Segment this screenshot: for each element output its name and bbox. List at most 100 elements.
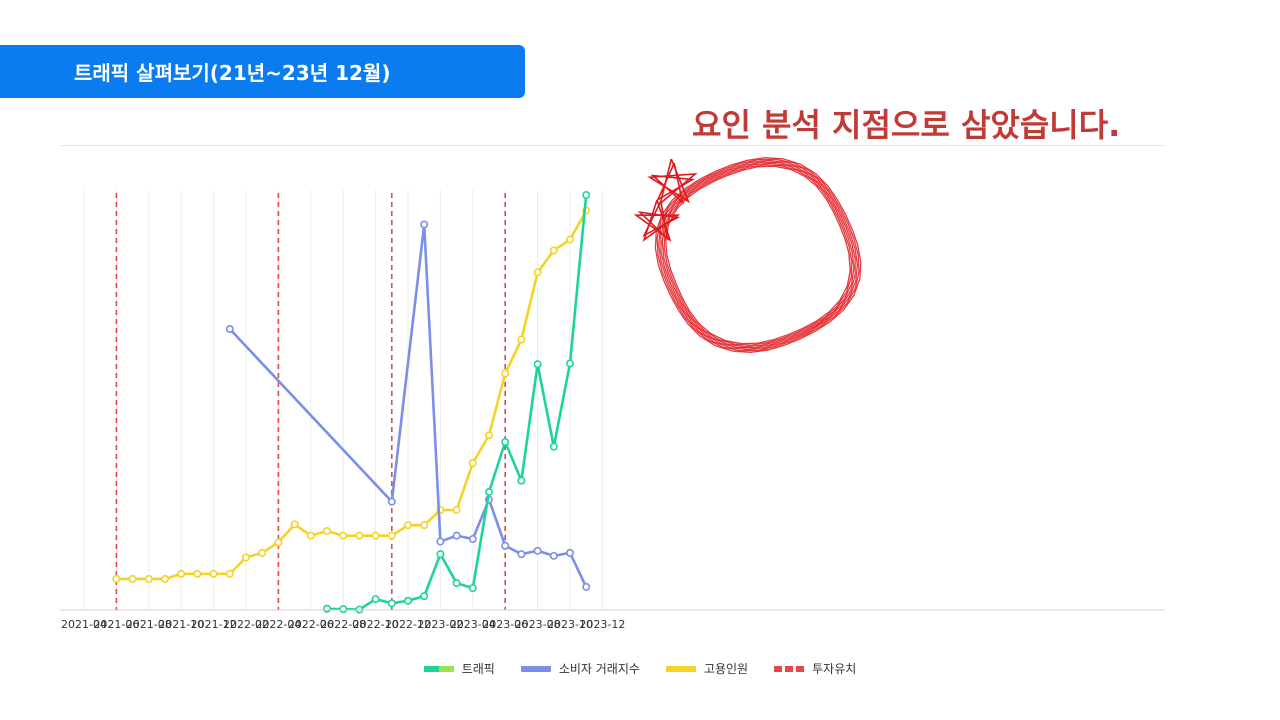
highlight-circle-stroke [660,161,856,349]
data-point [161,574,170,583]
x-tick-label: 2021-12 [191,618,237,631]
data-point [533,546,542,555]
data-point [193,569,202,578]
data-point [420,521,429,530]
data-point [387,599,396,608]
data-point [452,506,461,515]
legend-swatch [665,665,696,672]
series-line [116,209,588,581]
legend-label: 고용인원 [703,662,749,676]
x-tick-label: 2021-10 [158,618,204,631]
x-axis: 2021-042021-062021-082021-102021-122022-… [60,609,1165,631]
data-point [274,538,283,547]
highlight-circle-stroke [656,158,860,352]
x-tick-label: 2022-06 [288,618,334,631]
data-point [144,574,153,583]
page-title: 트래픽 살펴보기(21년~23년 12월) [74,61,391,85]
star-icon [647,158,698,206]
legend-item[interactable]: 고용인원 [665,660,749,677]
data-point [484,487,493,496]
legend-label: 트래픽 [461,662,495,676]
data-point [339,531,348,540]
data-point [355,531,364,540]
legend-label: 소비자 거래지수 [558,662,640,676]
x-tick-label: 2023-04 [450,618,496,631]
data-point [501,437,510,446]
data-point [501,541,510,550]
data-point [468,584,477,593]
x-tick-label: 2023-02 [417,618,463,631]
x-tick-label: 2022-10 [353,618,399,631]
highlight-circle-stroke [654,157,862,354]
top-divider [60,145,1165,146]
star-icon [637,200,681,241]
chart-legend: 트래픽 소비자 거래지수 고용인원 투자유치 [0,660,1280,677]
data-point [549,246,558,255]
data-point [177,569,186,578]
data-point [128,574,137,583]
data-point [403,596,412,605]
x-tick-label: 2022-04 [255,618,301,631]
data-point [452,579,461,588]
legend-swatch [774,665,805,672]
title-banner: 트래픽 살펴보기(21년~23년 12월) [0,45,525,98]
data-point [484,431,493,440]
legend-swatch [423,665,454,672]
data-point [403,521,412,530]
data-point [549,551,558,560]
annotation-text: 요인 분석 지점으로 삼았습니다. [692,106,1121,144]
legend-item[interactable]: 투자유치 [774,660,856,677]
x-tick-label: 2023-12 [579,618,625,631]
x-tick-label: 2022-02 [223,618,269,631]
data-point [290,520,299,529]
data-point [387,497,396,506]
data-point [225,325,234,334]
legend-item[interactable]: 소비자 거래지수 [520,660,640,677]
data-point [387,531,396,540]
data-point [468,535,477,544]
data-point [420,592,429,601]
data-point [322,604,331,613]
x-tick-label: 2021-04 [61,618,107,631]
data-point [533,360,542,369]
data-point [420,220,429,229]
data-point [452,531,461,540]
x-tick-label: 2023-06 [482,618,528,631]
data-point [517,476,526,485]
legend-label: 투자유치 [812,662,857,676]
grid-lines [83,190,603,610]
data-point [549,442,558,451]
data-point [533,268,542,277]
star-icon [650,162,696,205]
event-lines [115,193,507,610]
data-point [306,531,315,540]
series-0 [322,191,591,614]
data-point [242,553,251,562]
series-1 [225,220,591,591]
data-point [436,537,445,546]
data-point [582,582,591,591]
data-point [112,574,121,583]
data-point [565,359,574,368]
legend-item[interactable]: 트래픽 [423,660,495,677]
highlight-circle-stroke [663,164,853,346]
data-point [371,531,380,540]
data-point [371,595,380,604]
highlight-annotation [633,157,862,354]
data-point [225,569,234,578]
data-point [468,458,477,467]
legend-swatch [520,665,551,672]
data-point [209,569,218,578]
x-tick-label: 2022-12 [385,618,431,631]
series-layer [112,191,591,614]
series-2 [112,206,591,583]
x-tick-label: 2022-08 [320,618,366,631]
x-tick-label: 2021-08 [126,618,172,631]
highlight-circle-stroke [658,159,859,351]
x-tick-label: 2023-08 [515,618,561,631]
data-point [322,527,331,536]
data-point [501,369,510,378]
data-point [517,550,526,559]
data-point [517,335,526,344]
